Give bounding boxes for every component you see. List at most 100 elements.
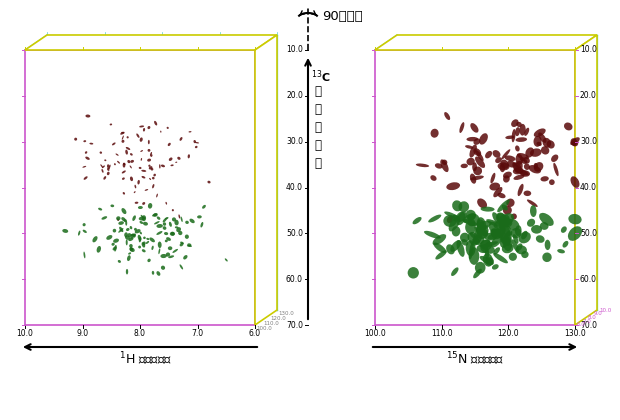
Ellipse shape — [153, 213, 157, 217]
Ellipse shape — [568, 226, 582, 241]
Ellipse shape — [135, 185, 136, 189]
Ellipse shape — [147, 159, 151, 162]
Ellipse shape — [148, 126, 151, 129]
Ellipse shape — [496, 226, 506, 236]
Ellipse shape — [100, 152, 102, 154]
Ellipse shape — [499, 233, 510, 246]
Text: 7.0: 7.0 — [192, 329, 203, 338]
Ellipse shape — [130, 153, 133, 156]
Ellipse shape — [170, 232, 175, 236]
Text: 化: 化 — [314, 85, 322, 98]
Ellipse shape — [562, 241, 569, 248]
Ellipse shape — [86, 157, 90, 160]
Ellipse shape — [97, 246, 101, 253]
Ellipse shape — [146, 238, 149, 240]
Ellipse shape — [545, 240, 551, 250]
Ellipse shape — [106, 235, 112, 240]
Ellipse shape — [180, 217, 183, 222]
Ellipse shape — [497, 193, 505, 198]
Text: 100.0: 100.0 — [256, 326, 272, 331]
Ellipse shape — [164, 232, 168, 235]
Ellipse shape — [497, 228, 504, 238]
Ellipse shape — [466, 210, 476, 220]
Ellipse shape — [202, 205, 206, 209]
Ellipse shape — [524, 128, 529, 136]
Ellipse shape — [148, 165, 151, 167]
Ellipse shape — [161, 165, 165, 167]
Ellipse shape — [156, 224, 163, 228]
Ellipse shape — [500, 217, 512, 228]
Ellipse shape — [521, 251, 529, 258]
Ellipse shape — [435, 250, 447, 260]
Ellipse shape — [430, 129, 438, 138]
Text: 10.0: 10.0 — [580, 45, 597, 55]
Ellipse shape — [135, 229, 141, 234]
Ellipse shape — [151, 246, 154, 250]
Ellipse shape — [516, 245, 527, 255]
Ellipse shape — [190, 219, 195, 223]
Ellipse shape — [187, 243, 192, 247]
Ellipse shape — [516, 122, 522, 127]
Ellipse shape — [183, 255, 187, 260]
Ellipse shape — [475, 157, 485, 168]
Text: $^{15}$N 化学シフト: $^{15}$N 化学シフト — [446, 350, 504, 367]
Ellipse shape — [452, 226, 461, 236]
Text: 70.0: 70.0 — [580, 320, 597, 330]
Ellipse shape — [158, 241, 162, 248]
Ellipse shape — [193, 140, 196, 143]
Ellipse shape — [143, 128, 145, 131]
Ellipse shape — [148, 203, 153, 209]
Ellipse shape — [133, 234, 136, 238]
Ellipse shape — [142, 202, 145, 205]
Ellipse shape — [430, 175, 436, 181]
Polygon shape — [575, 35, 597, 325]
Ellipse shape — [446, 244, 455, 255]
Ellipse shape — [531, 225, 542, 234]
Ellipse shape — [551, 155, 559, 162]
Ellipse shape — [473, 235, 484, 245]
Ellipse shape — [492, 212, 500, 224]
Ellipse shape — [477, 245, 489, 253]
Ellipse shape — [572, 141, 578, 147]
Text: 50.0: 50.0 — [580, 229, 597, 238]
Ellipse shape — [536, 142, 542, 146]
Ellipse shape — [130, 176, 133, 181]
Ellipse shape — [489, 222, 498, 233]
Ellipse shape — [474, 227, 482, 243]
Text: 130.0: 130.0 — [564, 329, 586, 338]
Ellipse shape — [123, 192, 125, 194]
Ellipse shape — [92, 236, 97, 242]
Ellipse shape — [124, 232, 128, 237]
Ellipse shape — [475, 262, 485, 274]
Ellipse shape — [128, 252, 131, 255]
Ellipse shape — [469, 144, 477, 158]
Ellipse shape — [156, 231, 162, 235]
Ellipse shape — [110, 123, 112, 126]
Ellipse shape — [151, 154, 153, 157]
Ellipse shape — [138, 180, 140, 184]
Ellipse shape — [485, 248, 489, 259]
Ellipse shape — [143, 236, 146, 239]
Ellipse shape — [138, 235, 141, 241]
Text: 90度回転: 90度回転 — [322, 10, 363, 23]
Ellipse shape — [463, 213, 476, 223]
Ellipse shape — [82, 166, 86, 168]
Ellipse shape — [470, 173, 476, 184]
Ellipse shape — [157, 216, 161, 220]
Ellipse shape — [542, 138, 551, 147]
Ellipse shape — [507, 219, 520, 231]
Ellipse shape — [169, 158, 172, 161]
Ellipse shape — [473, 269, 482, 278]
Ellipse shape — [467, 233, 477, 246]
Ellipse shape — [154, 221, 159, 224]
Ellipse shape — [467, 213, 480, 225]
Ellipse shape — [494, 247, 500, 255]
Ellipse shape — [516, 154, 523, 165]
Ellipse shape — [505, 155, 515, 161]
Ellipse shape — [500, 164, 505, 172]
Ellipse shape — [120, 132, 125, 135]
Ellipse shape — [140, 150, 143, 152]
Ellipse shape — [161, 265, 165, 270]
Ellipse shape — [126, 136, 129, 139]
Ellipse shape — [489, 183, 500, 191]
